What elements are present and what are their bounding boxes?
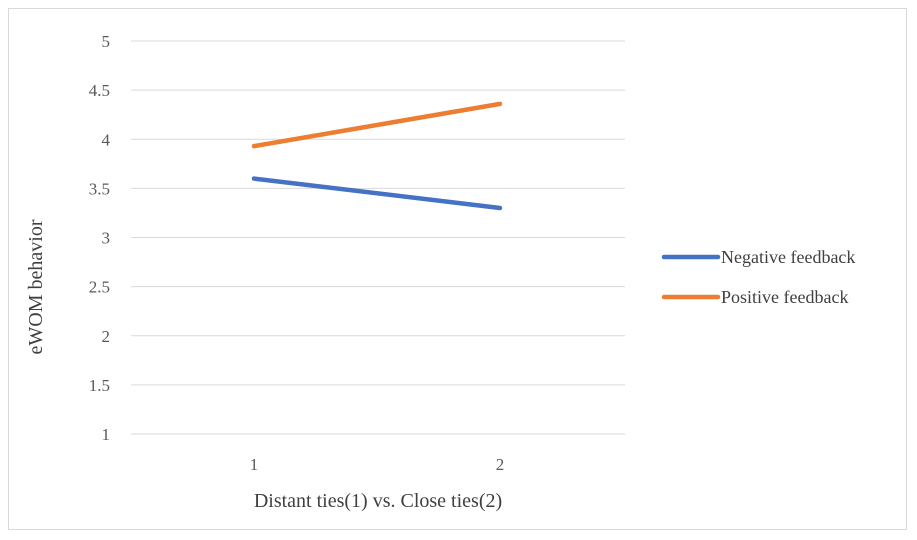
legend-label: Positive feedback <box>721 287 848 307</box>
y-tick-label: 1 <box>102 425 111 444</box>
series-line-negative-feedback <box>251 176 503 211</box>
series-lines <box>251 101 503 211</box>
chart-frame <box>8 8 907 530</box>
x-tick-label: 1 <box>250 455 259 474</box>
y-tick-label: 3 <box>102 229 111 248</box>
y-tick-label: 1.5 <box>89 376 110 395</box>
y-tick-label: 5 <box>102 32 111 51</box>
y-tick-label: 2.5 <box>89 278 110 297</box>
y-axis-title: eWOM behavior <box>25 219 47 354</box>
y-tick-label: 4.5 <box>89 81 110 100</box>
y-tick-label: 3.5 <box>89 179 110 198</box>
y-axis-ticks: 1 1.5 2 2.5 3 3.5 4 4.5 5 <box>89 32 111 444</box>
x-tick-label: 2 <box>496 455 505 474</box>
series-line-positive-feedback <box>251 101 503 149</box>
x-axis-title: Distant ties(1) vs. Close ties(2) <box>254 490 502 512</box>
y-tick-label: 2 <box>102 327 111 346</box>
legend: Negative feedback Positive feedback <box>661 247 855 307</box>
legend-label: Negative feedback <box>721 247 855 267</box>
y-tick-label: 4 <box>102 130 111 149</box>
gridlines <box>131 40 625 435</box>
